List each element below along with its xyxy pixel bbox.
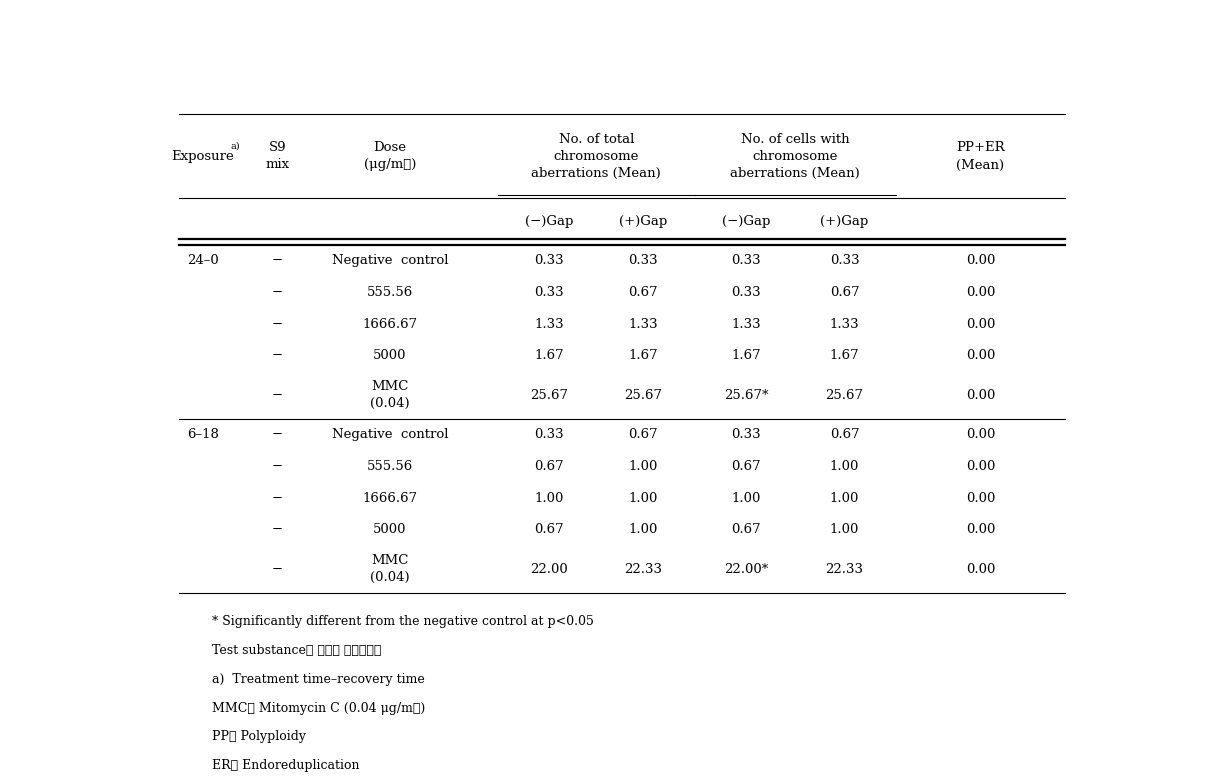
Text: 1.67: 1.67 bbox=[534, 350, 565, 362]
Text: 0.00: 0.00 bbox=[966, 254, 995, 267]
Text: 0.00: 0.00 bbox=[966, 350, 995, 362]
Text: 25.67*: 25.67* bbox=[724, 389, 769, 402]
Text: 22.33: 22.33 bbox=[624, 562, 663, 576]
Text: 1.33: 1.33 bbox=[629, 318, 658, 330]
Text: 0.67: 0.67 bbox=[629, 428, 658, 441]
Text: 1.00: 1.00 bbox=[829, 492, 860, 505]
Text: 0.33: 0.33 bbox=[534, 428, 565, 441]
Text: 0.67: 0.67 bbox=[534, 460, 565, 473]
Text: 25.67: 25.67 bbox=[624, 389, 663, 402]
Text: −: − bbox=[272, 562, 283, 576]
Text: MMC
(0.04): MMC (0.04) bbox=[370, 380, 410, 411]
Text: 1.00: 1.00 bbox=[829, 460, 860, 473]
Text: 1666.67: 1666.67 bbox=[363, 492, 417, 505]
Text: Dose
(μg/mℓ): Dose (μg/mℓ) bbox=[364, 142, 416, 171]
Text: No. of total
chromosome
aberrations (Mean): No. of total chromosome aberrations (Mea… bbox=[531, 133, 661, 180]
Text: 22.00*: 22.00* bbox=[724, 562, 768, 576]
Text: 0.33: 0.33 bbox=[534, 254, 565, 267]
Text: (−)Gap: (−)Gap bbox=[525, 215, 573, 228]
Text: Test substance： 해방풍 열수추출물: Test substance： 해방풍 열수추출물 bbox=[212, 644, 381, 657]
Text: ER： Endoreduplication: ER： Endoreduplication bbox=[212, 760, 359, 772]
Text: PP+ER
(Mean): PP+ER (Mean) bbox=[956, 142, 1005, 171]
Text: 0.00: 0.00 bbox=[966, 318, 995, 330]
Text: Negative  control: Negative control bbox=[331, 428, 449, 441]
Text: −: − bbox=[272, 350, 283, 362]
Text: 1.00: 1.00 bbox=[629, 460, 658, 473]
Text: 1.67: 1.67 bbox=[629, 350, 658, 362]
Text: 0.00: 0.00 bbox=[966, 523, 995, 537]
Text: 1.33: 1.33 bbox=[731, 318, 760, 330]
Text: −: − bbox=[272, 428, 283, 441]
Text: 1.33: 1.33 bbox=[534, 318, 565, 330]
Text: 0.00: 0.00 bbox=[966, 492, 995, 505]
Text: 0.00: 0.00 bbox=[966, 389, 995, 402]
Text: 6–18: 6–18 bbox=[186, 428, 219, 441]
Text: 0.33: 0.33 bbox=[829, 254, 860, 267]
Text: 1.67: 1.67 bbox=[829, 350, 860, 362]
Text: Exposure: Exposure bbox=[172, 150, 235, 163]
Text: −: − bbox=[272, 492, 283, 505]
Text: a)  Treatment time–recovery time: a) Treatment time–recovery time bbox=[212, 673, 424, 686]
Text: PP： Polyploidy: PP： Polyploidy bbox=[212, 731, 306, 743]
Text: 22.00: 22.00 bbox=[531, 562, 568, 576]
Text: 0.67: 0.67 bbox=[731, 460, 760, 473]
Text: 0.00: 0.00 bbox=[966, 460, 995, 473]
Text: (+)Gap: (+)Gap bbox=[821, 215, 868, 228]
Text: 1.00: 1.00 bbox=[829, 523, 860, 537]
Text: −: − bbox=[272, 286, 283, 299]
Text: 0.33: 0.33 bbox=[731, 286, 760, 299]
Text: 25.67: 25.67 bbox=[531, 389, 568, 402]
Text: −: − bbox=[272, 389, 283, 402]
Text: 0.67: 0.67 bbox=[629, 286, 658, 299]
Text: 0.67: 0.67 bbox=[829, 428, 860, 441]
Text: 1.00: 1.00 bbox=[534, 492, 565, 505]
Text: a): a) bbox=[231, 141, 241, 150]
Text: 1.67: 1.67 bbox=[731, 350, 760, 362]
Text: 0.33: 0.33 bbox=[534, 286, 565, 299]
Text: 1.00: 1.00 bbox=[629, 523, 658, 537]
Text: MMC： Mitomycin C (0.04 μg/mℓ): MMC： Mitomycin C (0.04 μg/mℓ) bbox=[212, 702, 426, 714]
Text: 5000: 5000 bbox=[374, 523, 406, 537]
Text: 5000: 5000 bbox=[374, 350, 406, 362]
Text: 555.56: 555.56 bbox=[366, 286, 413, 299]
Text: −: − bbox=[272, 523, 283, 537]
Text: (+)Gap: (+)Gap bbox=[619, 215, 667, 228]
Text: Negative  control: Negative control bbox=[331, 254, 449, 267]
Text: 0.67: 0.67 bbox=[534, 523, 565, 537]
Text: 1.33: 1.33 bbox=[829, 318, 860, 330]
Text: 1.00: 1.00 bbox=[629, 492, 658, 505]
Text: 1666.67: 1666.67 bbox=[363, 318, 417, 330]
Text: S9
mix: S9 mix bbox=[266, 142, 290, 171]
Text: 0.33: 0.33 bbox=[629, 254, 658, 267]
Text: * Significantly different from the negative control at p<0.05: * Significantly different from the negat… bbox=[212, 615, 594, 629]
Text: 0.67: 0.67 bbox=[731, 523, 760, 537]
Text: 22.33: 22.33 bbox=[826, 562, 863, 576]
Text: 1.00: 1.00 bbox=[731, 492, 760, 505]
Text: 0.67: 0.67 bbox=[829, 286, 860, 299]
Text: MMC
(0.04): MMC (0.04) bbox=[370, 554, 410, 584]
Text: 0.00: 0.00 bbox=[966, 562, 995, 576]
Text: −: − bbox=[272, 318, 283, 330]
Text: 0.33: 0.33 bbox=[731, 428, 760, 441]
Text: No. of cells with
chromosome
aberrations (Mean): No. of cells with chromosome aberrations… bbox=[730, 133, 860, 180]
Text: 0.00: 0.00 bbox=[966, 428, 995, 441]
Text: 25.67: 25.67 bbox=[826, 389, 863, 402]
Text: −: − bbox=[272, 460, 283, 473]
Text: 0.00: 0.00 bbox=[966, 286, 995, 299]
Text: 555.56: 555.56 bbox=[366, 460, 413, 473]
Text: 24–0: 24–0 bbox=[186, 254, 219, 267]
Text: (−)Gap: (−)Gap bbox=[722, 215, 770, 228]
Text: −: − bbox=[272, 254, 283, 267]
Text: 0.33: 0.33 bbox=[731, 254, 760, 267]
